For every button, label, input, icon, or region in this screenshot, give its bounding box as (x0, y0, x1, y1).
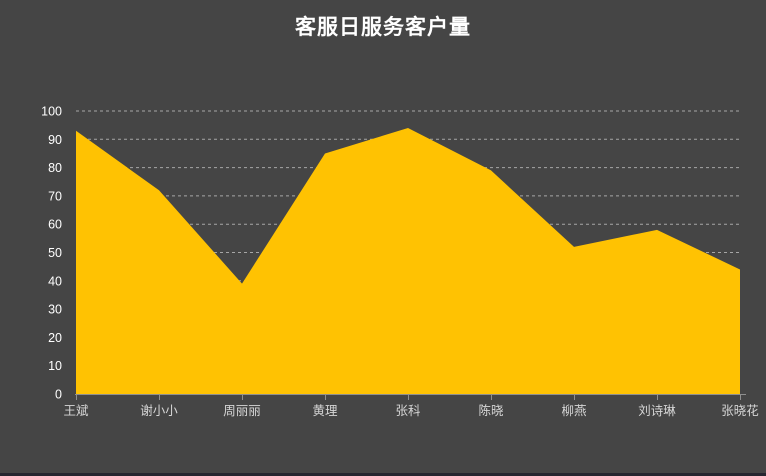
y-axis-label: 30 (48, 303, 62, 317)
y-axis-label: 80 (48, 161, 62, 175)
x-axis-label: 柳燕 (561, 404, 586, 418)
y-axis-label: 0 (55, 388, 62, 402)
x-axis-label: 张晓花 (721, 403, 759, 418)
area-series[interactable] (76, 127, 740, 394)
x-axis-label: 张科 (395, 403, 421, 418)
x-axis-label: 刘诗琳 (638, 404, 676, 418)
y-axis-label: 70 (48, 189, 62, 203)
bottom-edge (0, 473, 766, 476)
y-axis-label: 20 (48, 331, 62, 345)
y-axis-label: 90 (48, 133, 62, 147)
y-axis-label: 10 (48, 359, 62, 373)
y-axis-label: 50 (48, 246, 62, 260)
y-axis-label: 60 (48, 218, 62, 232)
x-axis-label: 黄理 (312, 404, 338, 418)
x-axis-label: 王斌 (63, 404, 89, 418)
chart-title: 客服日服务客户量 (295, 16, 471, 39)
y-axis-label: 40 (48, 274, 62, 288)
x-axis-label: 谢小小 (140, 403, 178, 418)
y-axis-label: 100 (41, 105, 62, 119)
x-axis-label: 陈晓 (478, 403, 504, 418)
x-axis-label: 周丽丽 (223, 404, 261, 418)
